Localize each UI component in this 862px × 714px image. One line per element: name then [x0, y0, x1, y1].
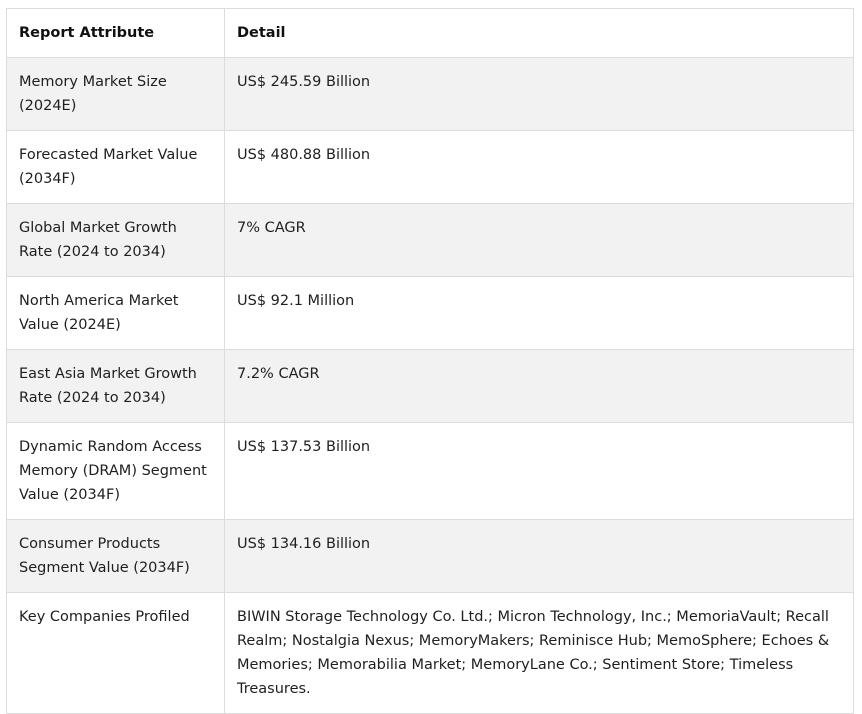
attribute-cell: Dynamic Random Access Memory (DRAM) Segm…	[6, 422, 225, 520]
table-row: Memory Market Size (2024E) US$ 245.59 Bi…	[6, 57, 854, 131]
table-row: East Asia Market Growth Rate (2024 to 20…	[6, 349, 854, 423]
table-row: North America Market Value (2024E) US$ 9…	[6, 276, 854, 350]
detail-cell: 7.2% CAGR	[224, 349, 854, 423]
table-row: Forecasted Market Value (2034F) US$ 480.…	[6, 130, 854, 204]
header-report-attribute: Report Attribute	[6, 8, 225, 58]
report-attributes-table: Report Attribute Detail Memory Market Si…	[6, 8, 854, 714]
table-row: Consumer Products Segment Value (2034F) …	[6, 519, 854, 593]
attribute-cell: Memory Market Size (2024E)	[6, 57, 225, 131]
attribute-cell: Key Companies Profiled	[6, 592, 225, 714]
attribute-cell: Forecasted Market Value (2034F)	[6, 130, 225, 204]
attribute-cell: North America Market Value (2024E)	[6, 276, 225, 350]
detail-cell: US$ 480.88 Billion	[224, 130, 854, 204]
table-row: Key Companies Profiled BIWIN Storage Tec…	[6, 592, 854, 714]
detail-cell: 7% CAGR	[224, 203, 854, 277]
detail-cell: US$ 92.1 Million	[224, 276, 854, 350]
detail-cell: US$ 245.59 Billion	[224, 57, 854, 131]
attribute-cell: Consumer Products Segment Value (2034F)	[6, 519, 225, 593]
table-row: Dynamic Random Access Memory (DRAM) Segm…	[6, 422, 854, 520]
detail-cell: BIWIN Storage Technology Co. Ltd.; Micro…	[224, 592, 854, 714]
table-row: Global Market Growth Rate (2024 to 2034)…	[6, 203, 854, 277]
header-detail: Detail	[224, 8, 854, 58]
detail-cell: US$ 134.16 Billion	[224, 519, 854, 593]
attribute-cell: Global Market Growth Rate (2024 to 2034)	[6, 203, 225, 277]
attribute-cell: East Asia Market Growth Rate (2024 to 20…	[6, 349, 225, 423]
detail-cell: US$ 137.53 Billion	[224, 422, 854, 520]
table-header-row: Report Attribute Detail	[6, 8, 854, 58]
